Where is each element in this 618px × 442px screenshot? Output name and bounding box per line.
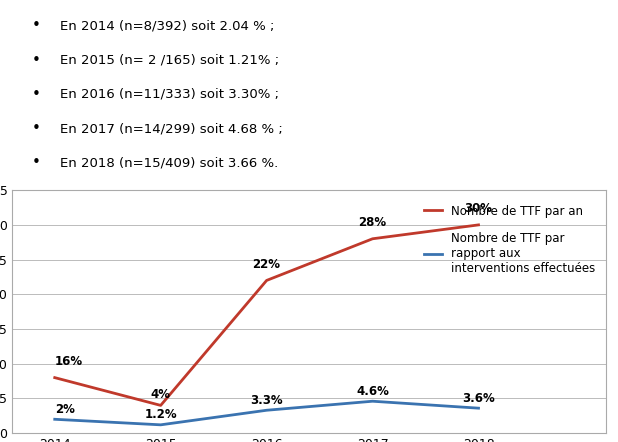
Text: En 2018 (n=15/409) soit 3.66 %.: En 2018 (n=15/409) soit 3.66 %.	[60, 156, 278, 169]
Text: 4.6%: 4.6%	[356, 385, 389, 398]
Legend: Nombre de TTF par an, Nombre de TTF par
rapport aux
interventions effectuées: Nombre de TTF par an, Nombre de TTF par …	[420, 200, 600, 279]
Text: 30%: 30%	[465, 202, 493, 215]
Text: •: •	[32, 155, 41, 170]
Text: •: •	[32, 19, 41, 34]
Text: En 2016 (n=11/333) soit 3.30% ;: En 2016 (n=11/333) soit 3.30% ;	[60, 88, 279, 101]
Text: 3.6%: 3.6%	[462, 392, 495, 405]
Text: En 2014 (n=8/392) soit 2.04 % ;: En 2014 (n=8/392) soit 2.04 % ;	[60, 19, 274, 32]
Text: •: •	[32, 87, 41, 102]
Text: 1.2%: 1.2%	[145, 408, 177, 421]
Text: 22%: 22%	[253, 258, 281, 271]
Text: 2%: 2%	[55, 403, 75, 416]
Text: 28%: 28%	[358, 216, 387, 229]
Text: 4%: 4%	[151, 388, 171, 400]
Text: •: •	[32, 53, 41, 68]
Text: 3.3%: 3.3%	[250, 394, 283, 407]
Text: •: •	[32, 121, 41, 136]
Text: En 2017 (n=14/299) soit 4.68 % ;: En 2017 (n=14/299) soit 4.68 % ;	[60, 122, 282, 135]
Text: En 2015 (n= 2 /165) soit 1.21% ;: En 2015 (n= 2 /165) soit 1.21% ;	[60, 53, 279, 67]
Text: 16%: 16%	[55, 355, 83, 368]
